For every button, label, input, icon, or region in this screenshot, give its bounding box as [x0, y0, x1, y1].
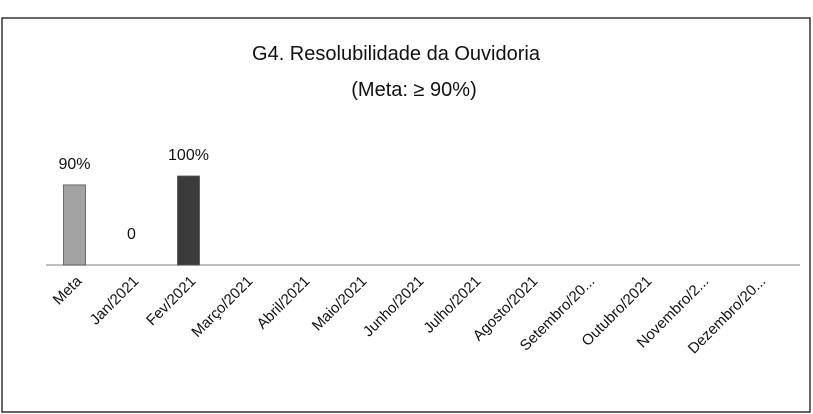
chart-frame	[1, 17, 811, 413]
chart-subtitle: (Meta: ≥ 90%)	[351, 79, 476, 101]
data-label: 0	[127, 226, 136, 243]
bar	[63, 184, 86, 266]
bar	[177, 175, 200, 266]
data-label: 90%	[58, 156, 90, 173]
data-label: 100%	[168, 147, 209, 164]
chart-title: G4. Resolubilidade da Ouvidoria	[252, 43, 541, 65]
